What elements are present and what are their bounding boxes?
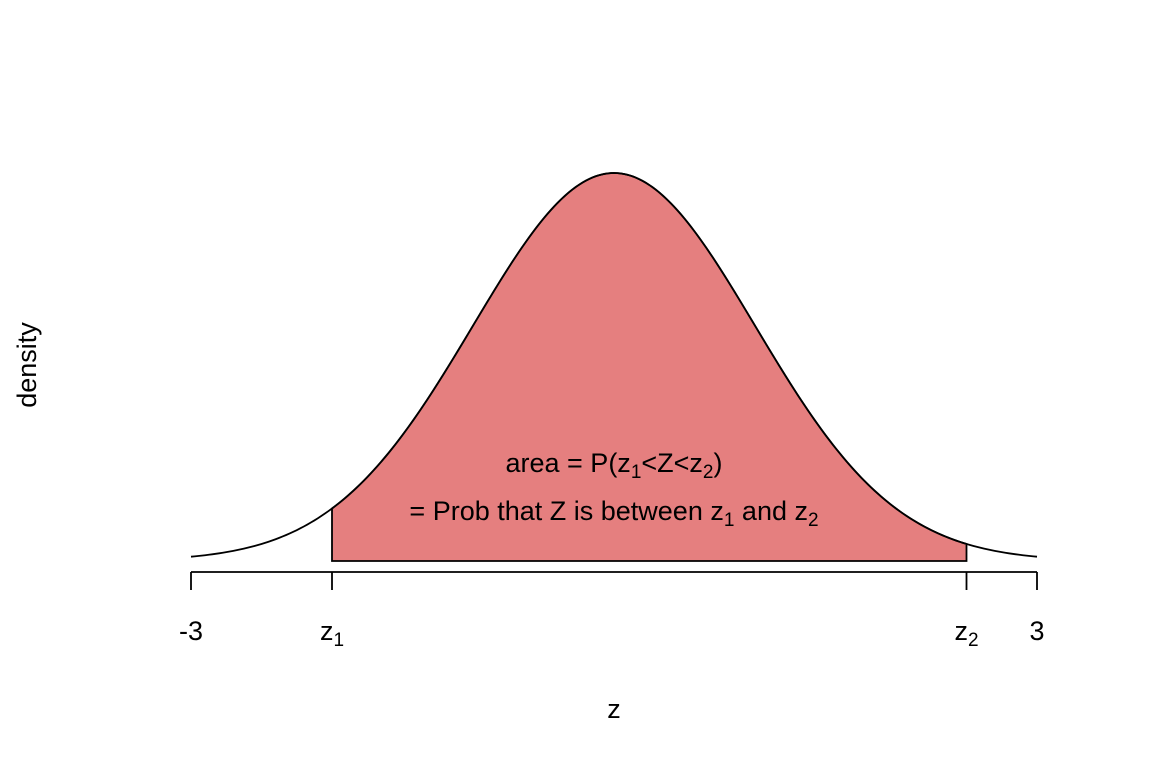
x-tick-label: -3: [179, 616, 203, 646]
x-axis: -3 z1 z2 3: [179, 571, 1045, 651]
annotation-line-1: area = P(z1<Z<z2): [506, 448, 723, 483]
x-tick-label: z2: [954, 616, 978, 651]
x-axis-label: z: [607, 694, 621, 724]
annotation-line-2: = Prob that Z is between z1 and z2: [409, 496, 818, 531]
density-curve: [190, 172, 1038, 558]
plot-area: [190, 172, 1038, 562]
x-tick-label: z1: [320, 616, 344, 651]
y-axis-label: density: [12, 322, 42, 408]
x-tick-label: 3: [1029, 616, 1044, 646]
